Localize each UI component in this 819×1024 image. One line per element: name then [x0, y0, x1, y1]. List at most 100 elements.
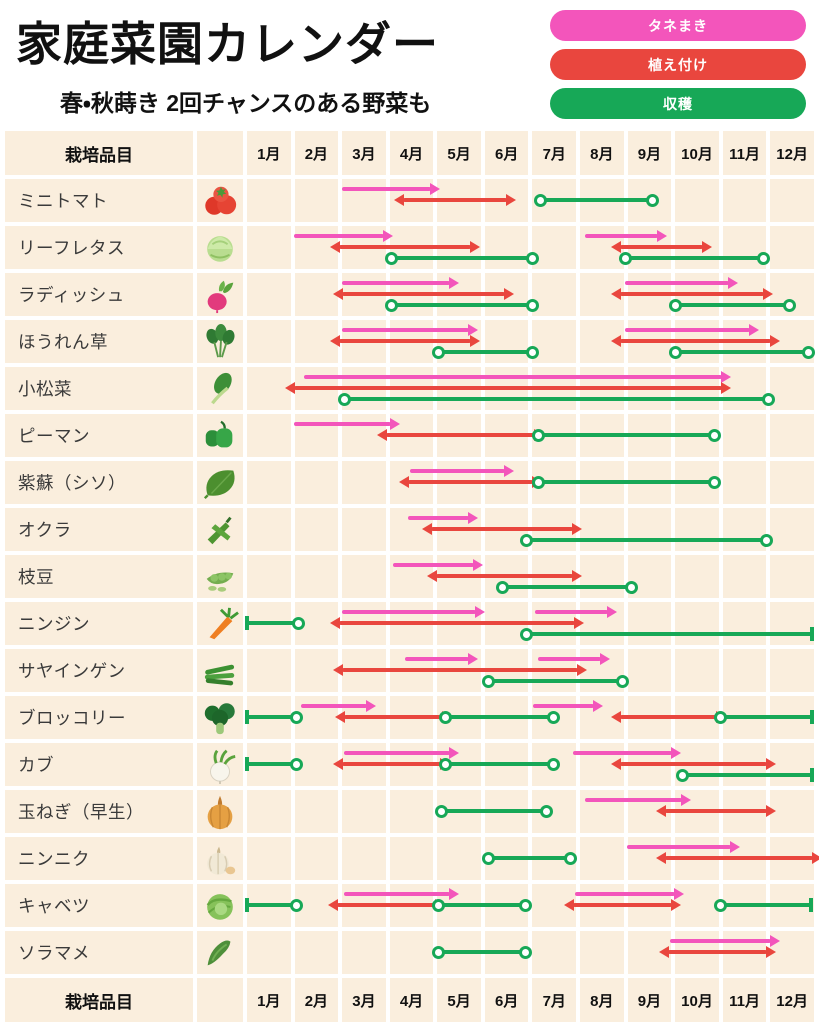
month-cell [484, 790, 529, 833]
vegetable-name: サヤインゲン [5, 649, 193, 692]
month-cell [342, 696, 386, 739]
table-row: ブロッコリー [5, 696, 814, 739]
month-cell [675, 743, 719, 786]
table-row: 小松菜 [5, 367, 814, 410]
legend-harvest-label: 収穫 [663, 95, 693, 112]
month-cell [437, 367, 481, 410]
table-row: ほうれん草 [5, 320, 816, 363]
month-cell [675, 414, 719, 457]
table-body: ミニトマト リーフレタス ラディッシュ ほうれん草 小松菜 ピーマン 紫蘇（シソ） オクラ 枝豆… [5, 179, 819, 974]
month-cell [532, 837, 577, 880]
month-cell [484, 226, 529, 269]
month-cell [532, 884, 577, 927]
month-cell [770, 790, 814, 833]
month-cell [722, 790, 767, 833]
month-cell [342, 555, 386, 598]
month-footer-cell: 9月 [627, 978, 672, 1022]
carrot-icon [197, 602, 243, 645]
month-cell [532, 555, 577, 598]
month-cell [770, 931, 814, 974]
month-cell [342, 179, 386, 222]
table-row: カブ [5, 743, 814, 786]
table-row: ニンジン [5, 602, 814, 645]
month-header-cell: 6月 [484, 131, 529, 175]
month-cell [580, 226, 624, 269]
month-cell [770, 884, 814, 927]
month-cell [532, 226, 577, 269]
month-cell [294, 884, 339, 927]
month-cell [342, 461, 386, 504]
month-header-cell: 1月 [247, 131, 291, 175]
month-cell [675, 602, 719, 645]
month-cell [342, 884, 386, 927]
month-cell [247, 367, 291, 410]
green-pepper-icon [197, 414, 243, 457]
month-cell [627, 790, 672, 833]
turnip-icon [197, 743, 243, 786]
month-cell [722, 649, 767, 692]
month-footer-cell: 6月 [484, 978, 529, 1022]
month-cell [722, 414, 767, 457]
month-cell [437, 837, 481, 880]
month-header-cell: 8月 [580, 131, 624, 175]
month-cell [675, 649, 719, 692]
month-cell [247, 743, 291, 786]
cabbage-icon [197, 884, 243, 927]
month-cell [342, 414, 386, 457]
month-cell [389, 273, 434, 316]
month-cell [722, 602, 767, 645]
month-cell [532, 790, 577, 833]
first-column-footer: 栽培品目 [5, 978, 193, 1022]
first-column-header: 栽培品目 [5, 131, 193, 175]
month-cell [580, 884, 624, 927]
month-footer-cell: 1月 [247, 978, 291, 1022]
onion-icon [197, 790, 243, 833]
month-cell [722, 179, 767, 222]
vegetable-name: ほうれん草 [5, 320, 193, 363]
legend: タネまき 植え付け 収穫 [550, 10, 806, 127]
month-cell [389, 696, 434, 739]
table-header-row: 栽培品目 1月 2月 3月 4月 5月 6月 7月 8月 9月 10月 11月 12月 [5, 131, 814, 175]
month-cell [247, 649, 291, 692]
month-cell [342, 508, 386, 551]
month-cell [722, 367, 767, 410]
month-cell [722, 743, 767, 786]
month-cell [675, 367, 719, 410]
month-cell [389, 931, 434, 974]
table-row: サヤインゲン [5, 649, 814, 692]
timeline [247, 367, 814, 410]
month-cell [437, 696, 481, 739]
month-cell [294, 837, 339, 880]
timeline [247, 508, 814, 551]
month-cell [627, 743, 672, 786]
month-cell [722, 461, 767, 504]
timeline [247, 461, 814, 504]
month-cell [484, 273, 529, 316]
month-cell [580, 837, 624, 880]
month-cell [580, 367, 624, 410]
month-footer-cell: 3月 [342, 978, 386, 1022]
vegetable-name: 玉ねぎ（早生） [5, 790, 193, 833]
month-cell [770, 696, 814, 739]
month-cell [484, 367, 529, 410]
month-cell [294, 320, 339, 363]
month-footer-cell: 4月 [389, 978, 434, 1022]
radish-icon [197, 273, 243, 316]
month-footer-cell: 10月 [675, 978, 719, 1022]
page-subtitle: 春・秋蒔き 2回チャンスのある野菜も [60, 90, 432, 116]
table-row: キャベツ [5, 884, 814, 927]
timeline [245, 602, 814, 645]
month-cell [247, 696, 291, 739]
green-beans-icon [197, 649, 243, 692]
month-cell [294, 555, 339, 598]
vegetable-name: ラディッシュ [5, 273, 193, 316]
month-cell [627, 414, 672, 457]
table-row: リーフレタス [5, 226, 814, 269]
month-cell [389, 320, 434, 363]
month-cell [342, 226, 386, 269]
month-footers: 1月 2月 3月 4月 5月 6月 7月 8月 9月 10月 11月 12月 [247, 978, 814, 1022]
month-cell [532, 931, 577, 974]
month-cell [484, 602, 529, 645]
calendar-table: 栽培品目 1月 2月 3月 4月 5月 6月 7月 8月 9月 10月 11月 12月 ミニトマト リー… [5, 131, 819, 1024]
month-cell [389, 414, 434, 457]
